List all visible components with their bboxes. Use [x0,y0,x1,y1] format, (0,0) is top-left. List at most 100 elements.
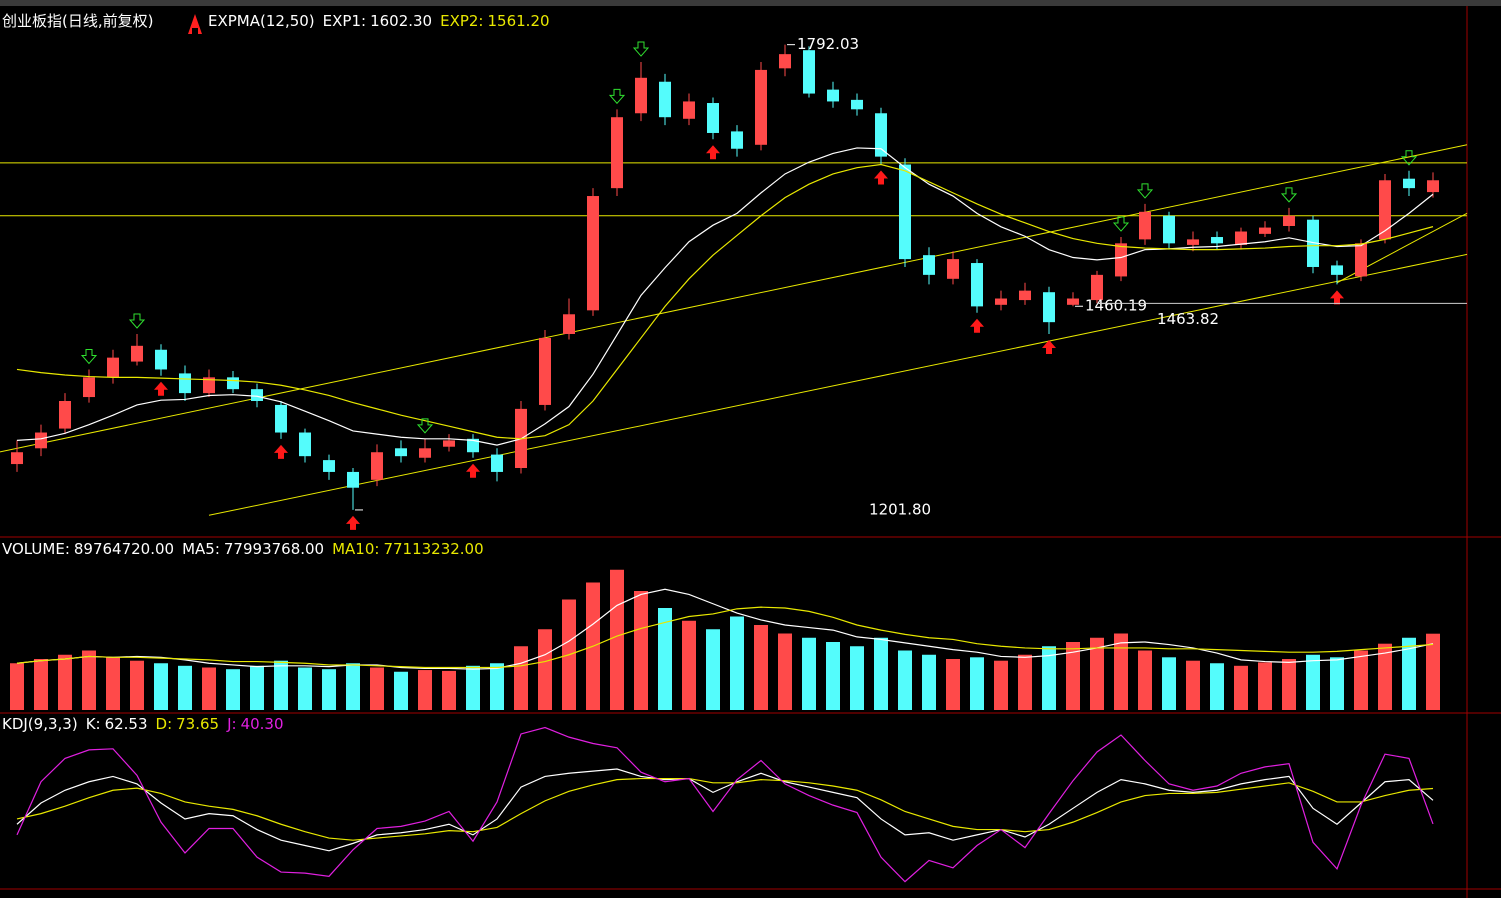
volume-bar [394,671,408,710]
buy-signal [1330,290,1344,305]
trend-line [0,144,1468,453]
sell-signal [128,313,146,329]
sell-signal [1136,183,1154,199]
candle-body [155,349,167,370]
legend-label: D: [156,715,173,733]
candle-body [1091,274,1103,301]
candle-body [755,69,767,145]
legend-label: MA10: [332,540,379,558]
plot-layer: 创业板指(日线,前复权) EXPMA(12,50) EXP1: 1602.30 EXP2… [0,12,1468,883]
volume-bar [130,660,144,710]
candle-body [1067,298,1079,305]
volume-bar [874,637,888,710]
volume-bar [10,663,24,710]
volume-bar [514,646,528,710]
sell-signal [80,348,98,365]
buy-signal [274,444,288,459]
candle-body [443,440,455,447]
volume-bar [610,569,624,710]
volume-bar [754,625,768,710]
volume-bar [1306,654,1320,710]
candle-body [851,99,863,110]
volume-bar [802,637,816,710]
candle-body [539,337,551,405]
candle-body [635,77,647,114]
legend-value: 73.65 [176,715,219,733]
legend-label: VOLUME: [2,540,70,558]
candle-body [59,400,71,429]
candle-body [467,438,479,453]
candle-body [587,196,599,311]
indicator-name: EXPMA(12,50) [208,12,315,30]
candle-body [971,263,983,307]
legend-label: J: [226,715,236,733]
candle-body [203,377,215,394]
volume-bar [1402,637,1416,710]
candle-body [1427,180,1439,193]
legend-value: 62.53 [105,715,148,733]
volume-bar [274,660,288,710]
candle-body [1355,243,1367,277]
candle-body [1403,178,1415,189]
candle-body [707,103,719,133]
candle-body [947,259,959,279]
candle-body [83,377,95,398]
sell-signal [1280,187,1298,203]
candle-body [683,101,695,119]
sell-signal [1112,216,1130,232]
ema-line [16,147,1434,446]
legend-value: 1561.20 [488,12,550,30]
candle-body [419,448,431,458]
candle-body [107,357,119,378]
candle-body [803,50,815,94]
candle-body [275,404,287,433]
volume-bar [994,660,1008,710]
buy-signal [970,318,984,333]
volume-bar [58,654,72,710]
annotation-label: 1463.82 [1157,310,1219,328]
legend-label: EXP2: [440,12,483,30]
legend-label: K: [86,715,101,733]
candle-body [899,164,911,260]
volume-bar [322,669,336,710]
panel-header: 创业板指(日线,前复权) [2,12,153,30]
candle-body [251,389,263,401]
volume-bar [634,591,648,710]
sell-signal [632,41,650,57]
volume-bar [418,670,432,710]
trend-line [208,253,1468,516]
panel-header: KDJ(9,3,3) K: 62.53 D: 73.65 J: 40.30 [2,715,284,733]
volume-bar [490,663,504,710]
buy-signal [466,463,480,478]
indicator-name: KDJ(9,3,3) [2,715,78,733]
candle-body [1259,227,1271,234]
volume-bar [658,608,672,710]
candle-body [1307,219,1319,267]
volume-bar [1210,663,1224,710]
volume-bar [370,667,384,710]
volume-bar [730,616,744,710]
volume-bar [922,654,936,710]
volume-bar [1018,654,1032,710]
volume-bar [1114,633,1128,710]
volume-bar [1330,657,1344,710]
volume-bar [1090,637,1104,710]
candle-body [1379,180,1391,240]
candle-body [1163,215,1175,244]
buy-signal [874,170,888,185]
panel-header: VOLUME: 89764720.00 MA5: 77993768.00 MA10: 77… [2,540,484,558]
volume-bar [1354,650,1368,710]
indicator-icon [188,14,202,34]
candle-body [611,117,623,189]
candle-body [995,298,1007,305]
volume-bar [826,642,840,710]
kdj-line [16,768,1434,852]
volume-bar [106,657,120,710]
volume-bar [1258,662,1272,710]
annotation-label: 1460.19 [1085,297,1147,315]
candle-body [491,454,503,472]
candle-body [371,452,383,480]
volume-bar [706,629,720,710]
